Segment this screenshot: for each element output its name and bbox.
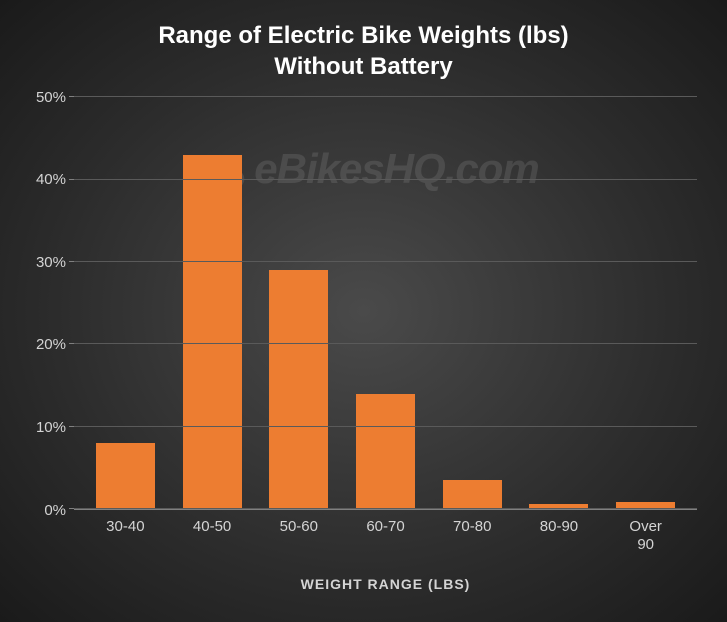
bar-slot: [429, 97, 516, 509]
bars-group: [74, 97, 697, 509]
x-tick-label: 60-70: [342, 518, 429, 554]
x-tick-label: 40-50: [169, 518, 256, 554]
y-axis: 50%40%30%20%10%0%: [30, 97, 74, 510]
x-axis-title-row: WEIGHT RANGE (LBS): [30, 554, 697, 592]
x-axis-title: WEIGHT RANGE (LBS): [74, 576, 697, 592]
chart-container: Range of Electric Bike Weights (lbs) Wit…: [0, 0, 727, 622]
x-tick-label: 30-40: [82, 518, 169, 554]
bar-slot: [516, 97, 603, 509]
bar: [356, 394, 415, 509]
y-tick-mark: [69, 261, 74, 262]
y-tick-mark: [69, 96, 74, 97]
y-tick-mark: [69, 179, 74, 180]
title-line-2: Without Battery: [274, 53, 452, 80]
bar: [269, 270, 328, 509]
y-tick-mark: [69, 426, 74, 427]
x-labels: 30-4040-5050-6060-7070-8080-90Over90: [74, 518, 697, 554]
x-tick-label: Over90: [602, 518, 689, 554]
gridline: [74, 508, 697, 509]
bar-slot: [602, 97, 689, 509]
bar-slot: [169, 97, 256, 509]
gridline: [74, 96, 697, 97]
x-tick-label: 70-80: [429, 518, 516, 554]
y-tick-mark: [69, 343, 74, 344]
gridline: [74, 261, 697, 262]
bar: [443, 480, 502, 509]
plot-area: [74, 97, 697, 510]
x-tick-label: 50-60: [255, 518, 342, 554]
x-tick-label: 80-90: [516, 518, 603, 554]
bar-slot: [255, 97, 342, 509]
bar-slot: [342, 97, 429, 509]
gridline: [74, 426, 697, 427]
bar: [96, 443, 155, 509]
y-tick-mark: [69, 508, 74, 509]
title-line-1: Range of Electric Bike Weights (lbs): [158, 22, 568, 49]
gridline: [74, 179, 697, 180]
gridline: [74, 343, 697, 344]
bar-slot: [82, 97, 169, 509]
x-axis: 30-4040-5050-6060-7070-8080-90Over90: [30, 510, 697, 554]
plot-wrap: 50%40%30%20%10%0%: [30, 97, 697, 510]
chart-title: Range of Electric Bike Weights (lbs) Wit…: [30, 20, 697, 82]
bar: [183, 155, 242, 509]
